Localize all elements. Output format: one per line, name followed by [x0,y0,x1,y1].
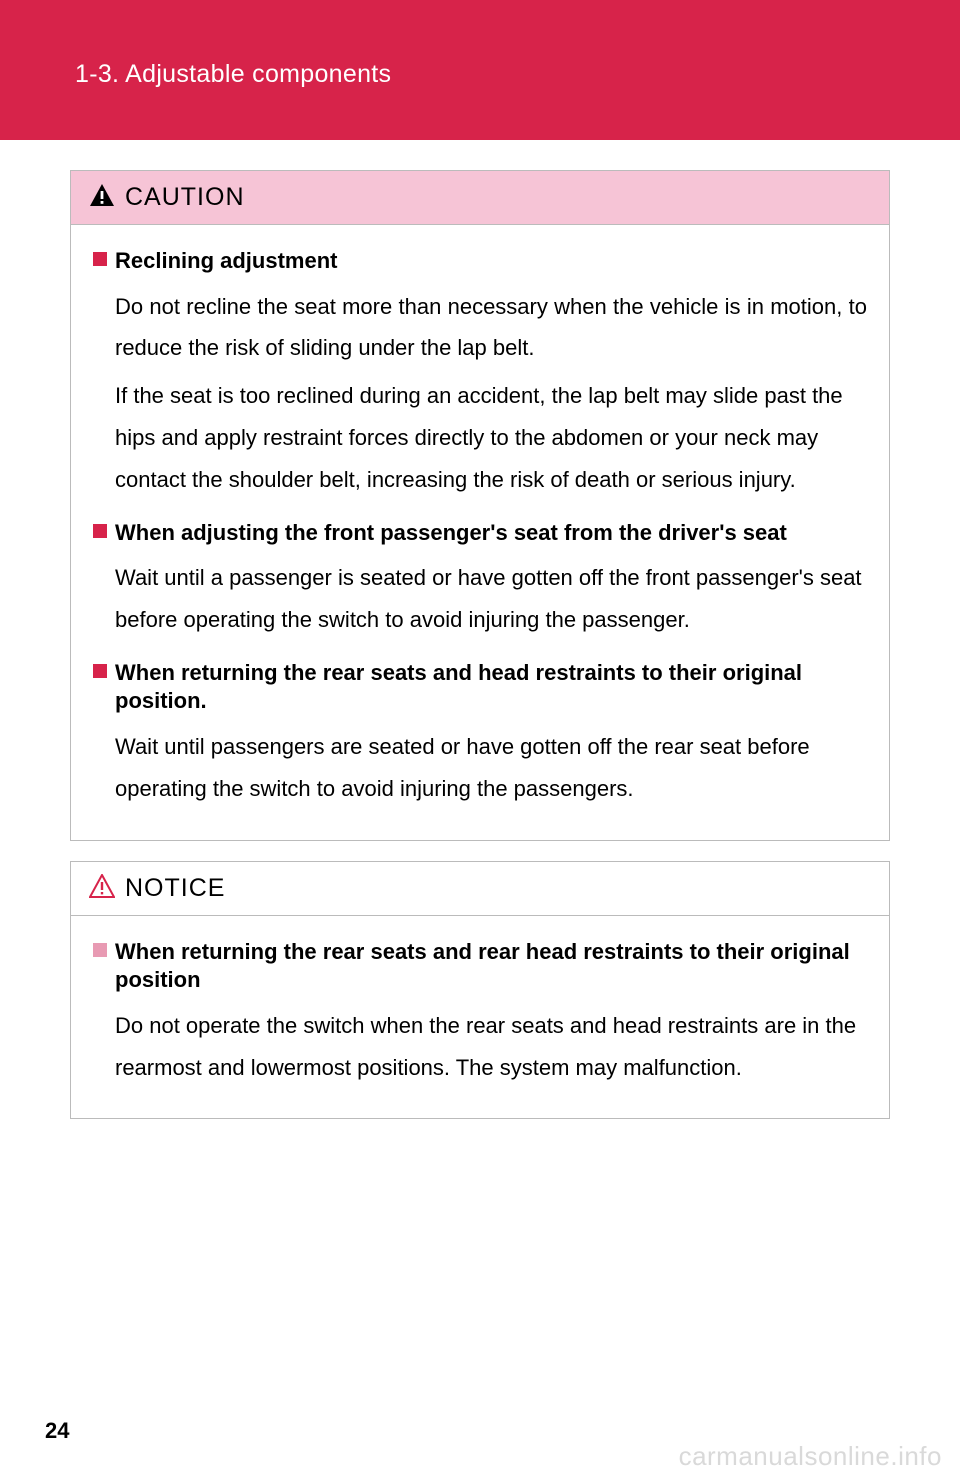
item-heading: When returning the rear seats and head r… [115,659,867,716]
page-content: CAUTION Reclining adjustment Do not recl… [0,140,960,1119]
square-bullet-icon [93,664,107,678]
warning-outline-icon [89,874,115,903]
item-heading: Reclining adjustment [115,247,337,276]
item-paragraph: Wait until passengers are seated or have… [115,726,867,810]
section-title: 1-3. Adjustable components [75,60,960,89]
caution-item: Reclining adjustment Do not recline the … [93,247,867,501]
notice-box: NOTICE When returning the rear seats and… [70,861,890,1120]
caution-body: Reclining adjustment Do not recline the … [71,225,889,840]
square-bullet-icon [93,524,107,538]
notice-body: When returning the rear seats and rear h… [71,916,889,1119]
square-bullet-icon [93,252,107,266]
notice-header: NOTICE [71,862,889,916]
item-paragraph: Do not operate the switch when the rear … [115,1005,867,1089]
notice-label: NOTICE [125,874,225,903]
notice-item: When returning the rear seats and rear h… [93,938,867,1089]
item-heading: When adjusting the front passenger's sea… [115,519,787,548]
square-bullet-icon [93,943,107,957]
caution-box: CAUTION Reclining adjustment Do not recl… [70,170,890,841]
caution-item: When returning the rear seats and head r… [93,659,867,810]
item-paragraph: If the seat is too reclined during an ac… [115,375,867,500]
header-band: 1-3. Adjustable components [0,0,960,140]
caution-item: When adjusting the front passenger's sea… [93,519,867,641]
item-paragraph: Wait until a passenger is seated or have… [115,557,867,641]
watermark: carmanualsonline.info [679,1441,942,1472]
item-paragraph: Do not recline the seat more than necess… [115,286,867,370]
page-number: 24 [45,1418,69,1444]
item-heading: When returning the rear seats and rear h… [115,938,867,995]
warning-solid-icon [89,183,115,212]
caution-label: CAUTION [125,183,245,212]
caution-header: CAUTION [71,171,889,225]
